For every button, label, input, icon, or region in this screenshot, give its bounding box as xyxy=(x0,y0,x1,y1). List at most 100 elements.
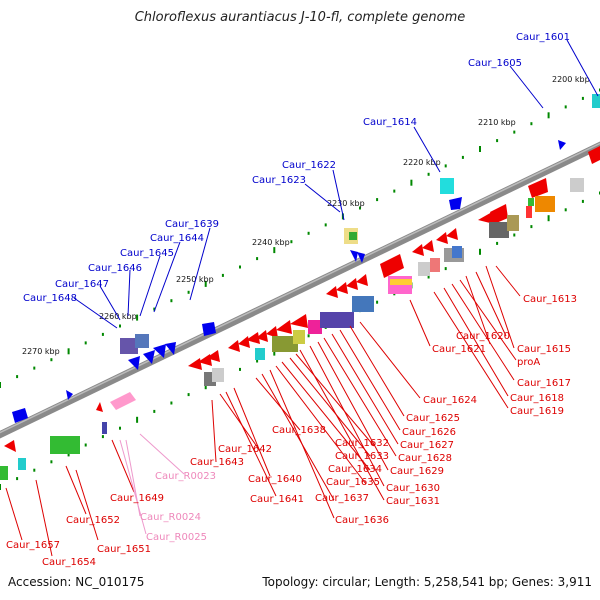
gene-label[interactable]: Caur_1657 xyxy=(6,540,60,551)
gene-block[interactable] xyxy=(102,422,107,434)
gene-arrow[interactable] xyxy=(357,252,365,263)
gene-label[interactable]: proA xyxy=(517,357,540,368)
gene-label[interactable]: Caur_1639 xyxy=(165,219,219,230)
gene-arrow[interactable] xyxy=(12,408,28,423)
gene-label[interactable]: Caur_1647 xyxy=(55,279,109,290)
gene-label[interactable]: Caur_R0025 xyxy=(146,532,207,543)
gene-label[interactable]: Caur_1621 xyxy=(432,344,486,355)
gene-label[interactable]: Caur_1635 xyxy=(326,477,380,488)
gene-arrow[interactable] xyxy=(266,326,278,338)
gene-block[interactable] xyxy=(212,368,224,382)
gene-block[interactable] xyxy=(320,312,354,328)
gene-arrow[interactable] xyxy=(350,250,358,262)
gene-block[interactable] xyxy=(308,320,322,334)
gene-label[interactable]: Caur_1626 xyxy=(402,427,456,438)
gene-block[interactable] xyxy=(440,178,454,194)
gene-arrow[interactable] xyxy=(422,240,434,252)
gene-block[interactable] xyxy=(390,279,412,285)
gene-arrow[interactable] xyxy=(412,244,424,256)
gene-label[interactable]: Caur_1634 xyxy=(328,464,382,475)
gene-arrow[interactable] xyxy=(558,140,566,150)
gene-arrow[interactable] xyxy=(449,197,462,210)
gene-block[interactable] xyxy=(418,262,430,276)
gene-label[interactable]: Caur_1622 xyxy=(282,160,336,171)
gene-label[interactable]: Caur_1614 xyxy=(363,117,417,128)
gene-arrow[interactable] xyxy=(128,356,140,370)
gene-label[interactable]: Caur_1649 xyxy=(110,493,164,504)
gene-block[interactable] xyxy=(535,196,555,212)
gene-label[interactable]: Caur_1623 xyxy=(252,175,306,186)
gene-arrow[interactable] xyxy=(228,340,240,352)
gene-arrow[interactable] xyxy=(206,350,220,362)
gene-arrow[interactable] xyxy=(66,390,73,400)
gene-label[interactable]: Caur_1601 xyxy=(516,32,570,43)
gene-block[interactable] xyxy=(570,178,584,192)
gene-block[interactable] xyxy=(120,338,138,354)
gene-label[interactable]: Caur_1652 xyxy=(66,515,120,526)
gene-label[interactable]: Caur_R0024 xyxy=(140,512,201,523)
gene-label[interactable]: Caur_1620 xyxy=(456,331,510,342)
gene-block[interactable] xyxy=(352,296,374,312)
gene-label[interactable]: Caur_1632 xyxy=(335,438,389,449)
gene-arrow[interactable] xyxy=(478,212,494,224)
gene-block[interactable] xyxy=(452,246,462,258)
gene-label[interactable]: Caur_1615 xyxy=(517,344,571,355)
gene-arrow[interactable] xyxy=(356,274,368,286)
gene-label[interactable]: Caur_1642 xyxy=(218,444,272,455)
gene-block[interactable] xyxy=(293,330,305,344)
gene-arrow[interactable] xyxy=(276,320,292,334)
gene-label[interactable]: Caur_1654 xyxy=(42,557,96,568)
gene-label[interactable]: Caur_1633 xyxy=(335,451,389,462)
gene-arrow[interactable] xyxy=(188,358,202,370)
gene-label[interactable]: Caur_1643 xyxy=(190,457,244,468)
gene-arrow[interactable] xyxy=(290,314,308,328)
gene-label[interactable]: Caur_1645 xyxy=(120,248,174,259)
gene-block[interactable] xyxy=(507,215,519,231)
gene-arrow[interactable] xyxy=(380,254,404,278)
gene-block[interactable] xyxy=(430,258,440,272)
gene-label[interactable]: Caur_1624 xyxy=(423,395,477,406)
gene-block[interactable] xyxy=(18,458,26,470)
gene-label[interactable]: Caur_R0023 xyxy=(155,471,216,482)
gene-label[interactable]: Caur_1630 xyxy=(386,483,440,494)
gene-arrow[interactable] xyxy=(346,278,358,290)
gene-label[interactable]: Caur_1641 xyxy=(250,494,304,505)
gene-label[interactable]: Caur_1640 xyxy=(248,474,302,485)
gene-label[interactable]: Caur_1618 xyxy=(510,393,564,404)
gene-block[interactable] xyxy=(0,466,8,480)
gene-arrow[interactable] xyxy=(246,332,260,344)
gene-label[interactable]: Caur_1628 xyxy=(398,453,452,464)
gene-block[interactable] xyxy=(272,336,298,352)
gene-arrow[interactable] xyxy=(528,178,548,198)
gene-arrow[interactable] xyxy=(4,440,16,452)
gene-arrow[interactable] xyxy=(202,322,216,336)
gene-arrow[interactable] xyxy=(490,204,508,224)
gene-label[interactable]: Caur_1631 xyxy=(386,496,440,507)
gene-arrow[interactable] xyxy=(446,228,458,240)
gene-label[interactable]: Caur_1627 xyxy=(400,440,454,451)
gene-block[interactable] xyxy=(255,348,265,360)
gene-arrow[interactable] xyxy=(436,232,448,244)
gene-label[interactable]: Caur_1648 xyxy=(23,293,77,304)
gene-block[interactable] xyxy=(349,232,357,240)
gene-arrow[interactable] xyxy=(326,286,338,298)
gene-block[interactable] xyxy=(526,206,532,218)
gene-block[interactable] xyxy=(592,94,600,108)
gene-label[interactable]: Caur_1625 xyxy=(406,413,460,424)
gene-label[interactable]: Caur_1613 xyxy=(523,294,577,305)
gene-arrow[interactable] xyxy=(143,350,155,364)
gene-label[interactable]: Caur_1646 xyxy=(88,263,142,274)
gene-arrow[interactable] xyxy=(588,146,600,164)
gene-block[interactable] xyxy=(528,198,534,206)
gene-arrow[interactable] xyxy=(153,344,166,358)
gene-block[interactable] xyxy=(489,222,509,238)
gene-arrow[interactable] xyxy=(96,402,103,412)
gene-label[interactable]: Caur_1651 xyxy=(97,544,151,555)
gene-label[interactable]: Caur_1638 xyxy=(272,425,326,436)
gene-label[interactable]: Caur_1605 xyxy=(468,58,522,69)
gene-label[interactable]: Caur_1637 xyxy=(315,493,369,504)
gene-arrow[interactable] xyxy=(165,342,176,355)
gene-block[interactable] xyxy=(50,436,80,454)
gene-label[interactable]: Caur_1629 xyxy=(390,466,444,477)
gene-label[interactable]: Caur_1644 xyxy=(150,233,204,244)
